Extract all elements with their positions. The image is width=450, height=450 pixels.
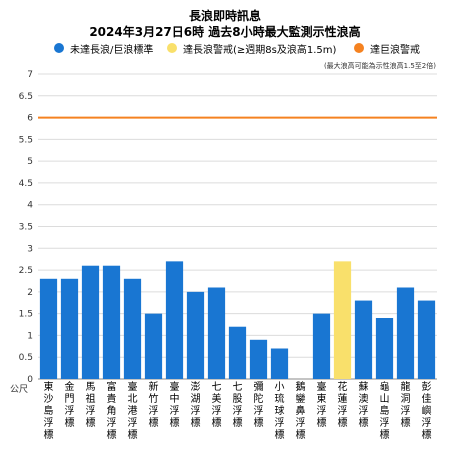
bar-3 bbox=[102, 265, 121, 379]
bar-11 bbox=[270, 348, 289, 379]
y-tick-label-14: 7 bbox=[27, 70, 33, 80]
x-tick-label-11: 小琉球浮標 bbox=[274, 382, 285, 441]
legend-swatch-normal bbox=[54, 43, 64, 53]
bar-1 bbox=[60, 278, 79, 379]
y-tick-label-6: 3 bbox=[27, 244, 33, 254]
legend-label-normal: 未達長浪/巨浪標準 bbox=[70, 44, 154, 56]
x-tick-label-1: 金門浮標 bbox=[64, 382, 75, 429]
legend-label-swell-warning: 達長浪警戒(≥週期8s及浪高1.5m) bbox=[183, 44, 337, 56]
y-axis-unit: 公尺 bbox=[10, 385, 29, 395]
x-tick-label-7: 澎湖浮標 bbox=[190, 382, 201, 429]
x-tick-label-13: 臺東浮標 bbox=[316, 382, 327, 429]
bar-13 bbox=[312, 313, 331, 379]
bar-17 bbox=[396, 287, 415, 379]
legend: 未達長浪/巨浪標準 達長浪警戒(≥週期8s及浪高1.5m) 達巨浪警戒 bbox=[0, 41, 450, 56]
y-tick-label-7: 3.5 bbox=[19, 223, 33, 233]
y-tick-label-4: 2 bbox=[27, 288, 33, 298]
y-tick-label-11: 5.5 bbox=[19, 135, 33, 145]
y-tick-label-13: 6.5 bbox=[19, 92, 33, 102]
bar-16 bbox=[375, 318, 394, 379]
x-tick-label-10: 彌陀浮標 bbox=[253, 382, 264, 429]
x-tick-label-3: 富貴角浮標 bbox=[106, 382, 117, 441]
y-tick-label-5: 2.5 bbox=[19, 266, 33, 276]
legend-label-high-wave-warning: 達巨浪警戒 bbox=[370, 44, 420, 56]
bar-14 bbox=[333, 261, 352, 379]
bar-7 bbox=[186, 291, 205, 379]
chart-note: (最大浪高可能為示性浪高1.5至2倍) bbox=[323, 62, 436, 70]
bar-9 bbox=[228, 326, 247, 379]
legend-item-normal: 未達長浪/巨浪標準 bbox=[54, 41, 154, 56]
y-tick-label-3: 1.5 bbox=[19, 310, 33, 320]
bar-0 bbox=[39, 278, 58, 379]
legend-item-swell-warning: 達長浪警戒(≥週期8s及浪高1.5m) bbox=[167, 41, 337, 56]
x-tick-label-4: 臺北港浮標 bbox=[127, 382, 138, 441]
x-tick-label-0: 東沙島浮標 bbox=[43, 382, 54, 441]
y-tick-label-8: 4 bbox=[27, 201, 33, 211]
x-tick-label-17: 龍洞浮標 bbox=[400, 382, 411, 429]
bar-6 bbox=[165, 261, 184, 379]
bar-15 bbox=[354, 300, 373, 379]
y-tick-label-0: 0 bbox=[27, 375, 33, 385]
x-tick-label-16: 龜山島浮標 bbox=[379, 382, 390, 441]
y-tick-label-9: 4.5 bbox=[19, 179, 33, 189]
x-tick-label-6: 臺中浮標 bbox=[169, 382, 180, 429]
x-tick-label-8: 七美浮標 bbox=[211, 382, 222, 429]
bar-5 bbox=[144, 313, 163, 379]
legend-swatch-swell-warning bbox=[167, 43, 177, 53]
x-tick-label-12: 鵝鑾鼻浮標 bbox=[295, 382, 306, 441]
y-tick-label-12: 6 bbox=[27, 114, 33, 124]
y-tick-label-1: 0.5 bbox=[19, 353, 33, 363]
x-tick-label-18: 彭佳嶼浮標 bbox=[421, 382, 432, 441]
chart-subtitle: 2024年3月27日6時 過去8小時最大監測示性浪高 bbox=[89, 25, 361, 39]
y-tick-label-10: 5 bbox=[27, 157, 33, 167]
legend-item-high-wave-warning: 達巨浪警戒 bbox=[354, 41, 420, 56]
x-tick-label-15: 蘇澳浮標 bbox=[358, 382, 369, 429]
bar-10 bbox=[249, 339, 268, 379]
x-tick-label-14: 花蓮浮標 bbox=[337, 382, 348, 429]
bar-18 bbox=[417, 300, 436, 379]
legend-swatch-high-wave-warning bbox=[354, 43, 364, 53]
bar-4 bbox=[123, 278, 142, 379]
chart-title: 長浪即時訊息 bbox=[188, 9, 261, 23]
bar-8 bbox=[207, 287, 226, 379]
x-tick-label-9: 七股浮標 bbox=[232, 382, 243, 429]
x-tick-label-5: 新竹浮標 bbox=[148, 382, 159, 429]
bar-2 bbox=[81, 265, 100, 379]
y-tick-label-2: 1 bbox=[27, 331, 33, 341]
x-tick-label-2: 馬祖浮標 bbox=[85, 382, 96, 429]
